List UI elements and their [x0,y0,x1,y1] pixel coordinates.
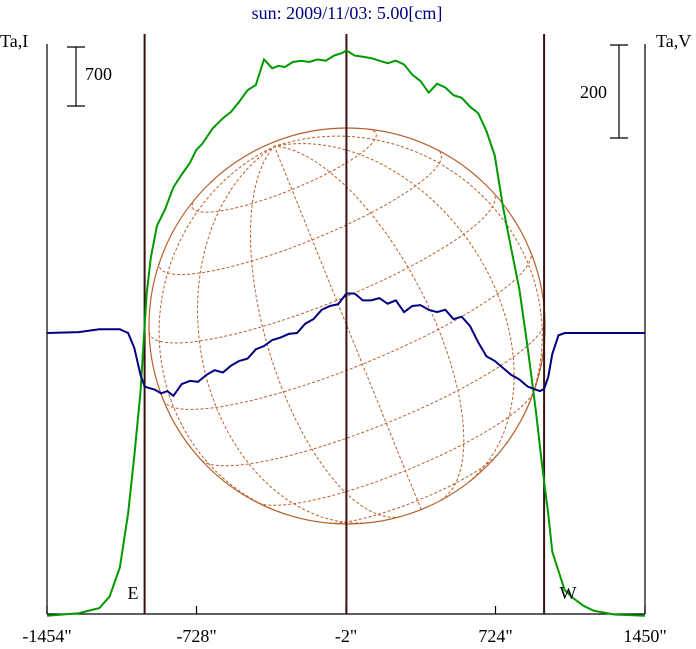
x-tick-label: 1450" [623,626,666,646]
west-limb-label: W [560,583,577,603]
right-axis-label: Ta,V [656,31,691,51]
latitude-line [329,455,498,524]
chart-title: sun: 2009/11/03: 5.00[cm] [252,3,443,23]
longitude-line [274,135,543,419]
intensity-scale-bar: 700 [67,46,112,107]
longitude-line [274,143,515,483]
intensity-scale-label: 700 [85,64,112,84]
longitude-line [196,145,368,524]
polarization-scale-bar: 200 [580,44,628,139]
x-tick-label: -728" [176,626,216,646]
longitude-line [249,146,401,518]
latitude-line [191,128,377,213]
latitude-line [148,192,496,344]
latitude-line [162,251,532,410]
x-tick-label: -2" [335,626,357,646]
x-tick-label: 724" [478,626,512,646]
polarization-curve [46,292,645,398]
x-axis-ticks: -1454" -728" -2" 724" 1450" [22,606,667,646]
longitude-line [158,145,286,515]
polarization-scale-label: 200 [580,82,607,102]
intensity-curve [46,49,646,617]
longitude-line [274,145,465,501]
latitude-line [201,321,546,467]
longitude-line [273,146,422,510]
left-axis-label: Ta,I [0,31,28,51]
solar-disk-grid [148,127,546,525]
east-limb-label: E [128,583,139,603]
x-tick-label: -1454" [22,626,71,646]
